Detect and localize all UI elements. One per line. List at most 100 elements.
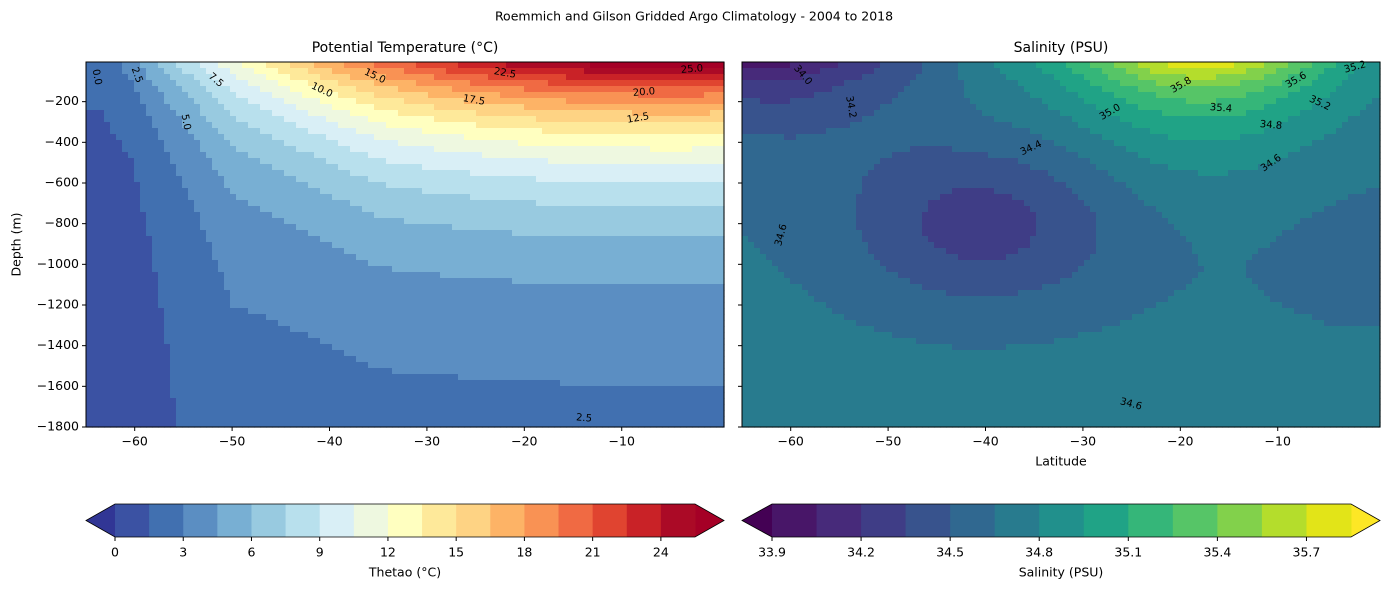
contour-cell xyxy=(98,308,105,315)
contour-cell xyxy=(524,146,531,153)
contour-cell xyxy=(314,368,321,375)
contour-cell xyxy=(296,86,303,93)
contour-cell xyxy=(122,62,129,69)
contour-cell xyxy=(146,218,153,225)
contour-cell xyxy=(194,422,201,428)
contour-cell xyxy=(260,278,267,285)
contour-cell xyxy=(506,152,513,159)
contour-cell xyxy=(98,212,105,219)
contour-cell xyxy=(182,272,189,279)
contour-cell xyxy=(86,218,93,225)
contour-cell xyxy=(248,110,255,117)
contour-cell xyxy=(470,128,477,135)
contour-cell xyxy=(494,254,501,261)
contour-cell xyxy=(458,332,465,339)
contour-cell xyxy=(140,254,147,261)
contour-cell xyxy=(458,92,465,99)
contour-cell xyxy=(488,278,495,285)
contour-cell xyxy=(422,122,429,129)
contour-cell xyxy=(404,206,411,213)
contour-cell xyxy=(272,410,279,417)
contour-cell xyxy=(116,374,123,381)
contour-cell xyxy=(128,62,135,69)
contour-cell xyxy=(470,86,477,93)
contour-cell xyxy=(506,182,513,189)
contour-cell xyxy=(482,350,489,357)
contour-cell xyxy=(374,320,381,327)
contour-cell xyxy=(392,218,399,225)
contour-cell xyxy=(308,68,315,75)
contour-cell xyxy=(404,260,411,267)
contour-cell xyxy=(470,332,477,339)
contour-cell xyxy=(146,410,153,417)
contour-cell xyxy=(164,368,171,375)
contour-cell xyxy=(548,416,555,423)
contour-cell xyxy=(284,140,291,147)
contour-cell xyxy=(206,362,213,369)
contour-cell xyxy=(116,404,123,411)
contour-cell xyxy=(284,62,291,69)
contour-cell xyxy=(458,374,465,381)
contour-cell xyxy=(278,206,285,213)
contour-cell xyxy=(254,158,261,165)
contour-cell xyxy=(470,290,477,297)
contour-cell xyxy=(200,74,207,81)
contour-cell xyxy=(296,380,303,387)
contour-cell xyxy=(260,146,267,153)
contour-cell xyxy=(416,314,423,321)
contour-cell xyxy=(446,104,453,111)
contour-cell xyxy=(344,410,351,417)
contour-cell xyxy=(536,182,543,189)
contour-cell xyxy=(152,188,159,195)
contour-cell xyxy=(554,164,561,171)
contour-cell xyxy=(224,230,231,237)
contour-cell xyxy=(308,86,315,93)
contour-cell xyxy=(164,194,171,201)
contour-cell xyxy=(212,86,219,93)
contour-cell xyxy=(308,248,315,255)
contour-cell xyxy=(488,404,495,411)
contour-cell xyxy=(122,206,129,213)
contour-cell xyxy=(512,62,519,69)
contour-cell xyxy=(296,92,303,99)
contour-cell xyxy=(566,194,573,201)
contour-cell xyxy=(182,350,189,357)
contour-cell xyxy=(302,146,309,153)
contour-cell xyxy=(98,386,105,393)
contour-cell xyxy=(320,110,327,117)
contour-cell xyxy=(278,218,285,225)
contour-cell xyxy=(194,380,201,387)
contour-cell xyxy=(530,236,537,243)
contour-cell xyxy=(248,128,255,135)
contour-cell xyxy=(248,104,255,111)
contour-cell xyxy=(452,74,459,81)
contour-cell xyxy=(146,254,153,261)
contour-cell xyxy=(290,236,297,243)
contour-cell xyxy=(188,206,195,213)
contour-cell xyxy=(458,254,465,261)
contour-cell xyxy=(290,344,297,351)
contour-cell xyxy=(122,92,129,99)
contour-cell xyxy=(104,146,111,153)
contour-cell xyxy=(206,224,213,231)
contour-cell xyxy=(128,134,135,141)
contour-cell xyxy=(206,308,213,315)
contour-cell xyxy=(146,350,153,357)
contour-cell xyxy=(560,80,567,87)
contour-cell xyxy=(278,152,285,159)
contour-cell xyxy=(482,308,489,315)
contour-cell xyxy=(218,200,225,207)
contour-cell xyxy=(224,206,231,213)
contour-cell xyxy=(164,326,171,333)
contour-cell xyxy=(212,92,219,99)
contour-cell xyxy=(224,296,231,303)
contour-cell xyxy=(452,128,459,135)
contour-cell xyxy=(470,368,477,375)
contour-cell xyxy=(404,110,411,117)
contour-cell xyxy=(554,116,561,123)
contour-cell xyxy=(320,422,327,428)
contour-cell xyxy=(170,206,177,213)
contour-cell xyxy=(548,404,555,411)
contour-cell xyxy=(116,212,123,219)
contour-cell xyxy=(536,224,543,231)
